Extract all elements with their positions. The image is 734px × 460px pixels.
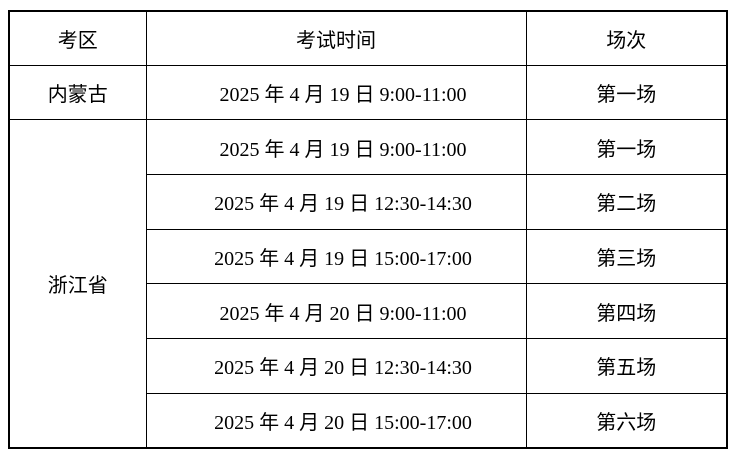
- session-cell: 第一场: [525, 119, 728, 175]
- session-cell: 第二场: [525, 173, 728, 230]
- header-cell-time: 考试时间: [145, 10, 527, 66]
- region-cell: 浙江省: [8, 119, 147, 449]
- session-cell: 第五场: [525, 337, 728, 394]
- header-cell-region: 考区: [8, 10, 147, 66]
- session-cell: 第一场: [525, 64, 728, 121]
- session-cell: 第三场: [525, 228, 728, 285]
- region-cell: 内蒙古: [8, 64, 147, 121]
- exam-schedule-table: 考区 考试时间 场次 内蒙古 2025 年 4 月 19 日 9:00-11:0…: [8, 10, 728, 449]
- table-row: 2025 年 4 月 20 日 12:30-14:30 第五场: [9, 337, 728, 394]
- time-cell: 2025 年 4 月 20 日 15:00-17:00: [145, 392, 527, 449]
- table-row: 2025 年 4 月 19 日 15:00-17:00 第三场: [9, 228, 728, 285]
- session-cell: 第四场: [525, 283, 728, 339]
- table-row: 内蒙古 2025 年 4 月 19 日 9:00-11:00 第一场: [8, 64, 728, 121]
- table-row: 浙江省 2025 年 4 月 19 日 9:00-11:00 第一场: [8, 119, 728, 449]
- table-row: 2025 年 4 月 19 日 12:30-14:30 第二场: [9, 173, 728, 230]
- time-cell: 2025 年 4 月 20 日 12:30-14:30: [145, 337, 527, 394]
- time-cell: 2025 年 4 月 20 日 9:00-11:00: [145, 283, 527, 339]
- time-cell: 2025 年 4 月 19 日 12:30-14:30: [145, 173, 527, 230]
- table-row: 2025 年 4 月 20 日 15:00-17:00 第六场: [9, 392, 728, 449]
- time-cell: 2025 年 4 月 19 日 9:00-11:00: [145, 119, 527, 175]
- session-cell: 第六场: [525, 392, 728, 449]
- time-cell: 2025 年 4 月 19 日 15:00-17:00: [145, 228, 527, 285]
- table-row: 2025 年 4 月 20 日 9:00-11:00 第四场: [9, 283, 728, 339]
- header-cell-session: 场次: [525, 10, 728, 66]
- time-cell: 2025 年 4 月 19 日 9:00-11:00: [145, 64, 527, 121]
- header-row: 考区 考试时间 场次: [8, 10, 728, 66]
